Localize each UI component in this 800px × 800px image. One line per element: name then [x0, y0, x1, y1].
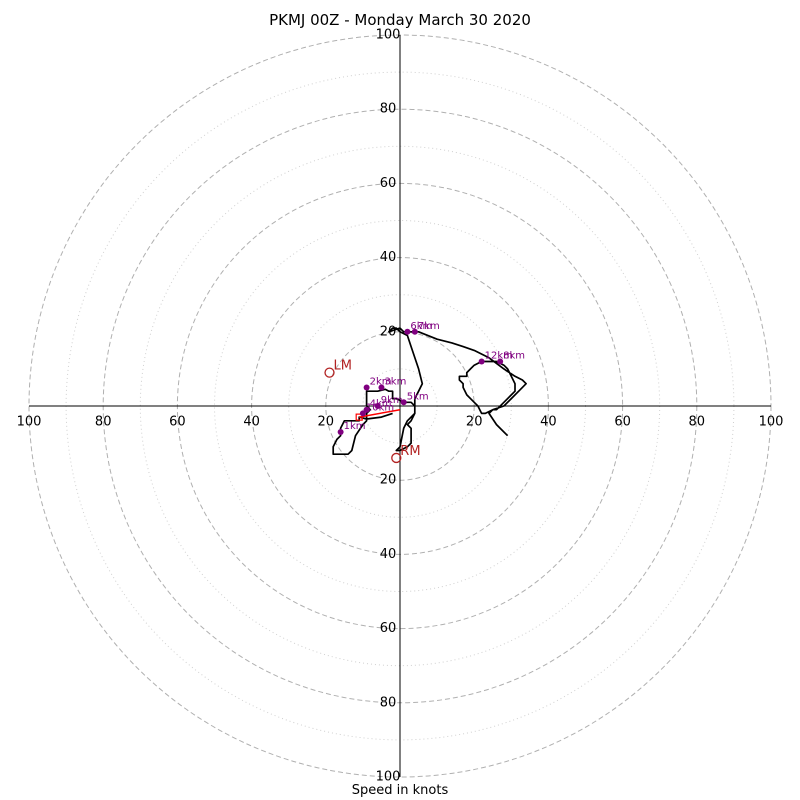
height-marker-8km-point — [497, 358, 504, 365]
tick-label-down-100: 100 — [376, 770, 401, 785]
tick-label-down-40: 40 — [380, 547, 397, 562]
tick-label-down-60: 60 — [380, 621, 397, 636]
height-marker-8km-label: 8km — [503, 350, 525, 361]
tick-label-right-100: 100 — [759, 415, 784, 430]
chart-title: PKMJ 00Z - Monday March 30 2020 — [269, 11, 531, 29]
mean-wind-marker — [355, 413, 363, 421]
tick-label-left-100: 100 — [17, 415, 42, 430]
storm-motion-lm-point — [324, 367, 335, 378]
tick-label-right-60: 60 — [614, 415, 631, 430]
tick-label-left-20: 20 — [318, 415, 335, 430]
tick-label-up-80: 80 — [380, 102, 397, 117]
height-marker-6km-label: 6km — [410, 321, 432, 332]
tick-label-up-40: 40 — [380, 250, 397, 265]
height-marker-10km-point — [359, 410, 366, 417]
tick-label-up-60: 60 — [380, 176, 397, 191]
tick-label-right-40: 40 — [540, 415, 557, 430]
x-axis-label: Speed in knots — [351, 783, 449, 798]
height-marker-7km-point — [411, 328, 418, 335]
height-marker-9km-label: 9km — [381, 395, 403, 406]
height-marker-2km-label: 2km — [370, 376, 392, 387]
tick-label-down-80: 80 — [380, 695, 397, 710]
mean-wind-line — [359, 408, 401, 418]
height-marker-4km-label: 4km — [370, 399, 392, 410]
tick-label-left-60: 60 — [169, 415, 186, 430]
axes — [29, 35, 771, 777]
height-marker-2km-point — [363, 384, 370, 391]
height-marker-12km-point — [478, 358, 485, 365]
height-marker-5km-label: 5km — [407, 391, 429, 402]
tick-labels: 20 20 20 20 40 40 40 40 60 60 60 60 80 80 80 80 100 100 10… — [17, 28, 784, 785]
height-marker-1km-point — [337, 428, 344, 435]
height-marker-3km-label: 3km — [384, 376, 406, 387]
height-marker-5km-point — [400, 399, 407, 406]
height-marker-6km-point — [404, 328, 411, 335]
height-marker-10km-label: 10km — [366, 402, 394, 413]
storm-motion-rm-point — [391, 452, 402, 464]
tick-label-right-80: 80 — [689, 415, 706, 430]
tick-label-down-20: 20 — [380, 473, 397, 488]
tick-label-left-40: 40 — [243, 415, 260, 430]
height-marker-4km-point — [363, 406, 370, 413]
height-marker-7km-label: 7km — [418, 321, 440, 332]
height-marker-1km-label: 1km — [344, 421, 366, 432]
tick-label-right-20: 20 — [466, 415, 483, 430]
height-marker-3km-point — [378, 384, 385, 391]
height-marker-12km-label: 12km — [485, 350, 513, 361]
storm-motion-rm-label: RM — [400, 444, 420, 459]
tick-label-up-100: 100 — [376, 28, 401, 43]
tick-label-left-80: 80 — [95, 415, 112, 430]
storm-motion-lm-label: LM — [334, 359, 352, 374]
height-marker-9km-point — [374, 403, 381, 409]
data-series — [332, 327, 527, 456]
tick-label-up-20: 20 — [380, 324, 397, 339]
wind-trace-line — [332, 327, 527, 456]
